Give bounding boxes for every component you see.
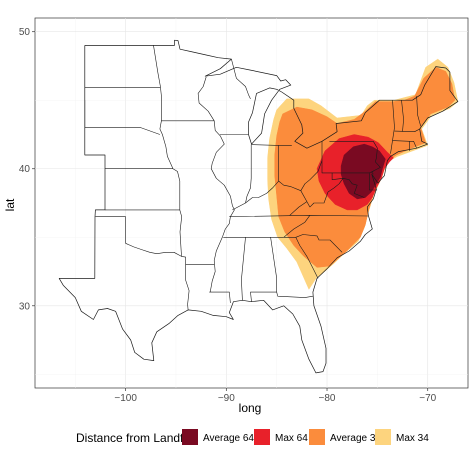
legend-swatch xyxy=(254,429,270,445)
state-border xyxy=(368,172,377,191)
x-tick-label: −90 xyxy=(218,393,235,404)
wind-zones xyxy=(267,58,459,290)
x-tick-label: −80 xyxy=(319,393,336,404)
legend-label: Average 34 xyxy=(330,433,381,444)
state-border xyxy=(276,292,313,298)
legend-label: Max 64 xyxy=(275,433,308,444)
x-tick-label: −100 xyxy=(114,393,137,404)
state-border xyxy=(416,96,421,127)
state-border xyxy=(371,171,374,175)
state-border xyxy=(394,128,420,132)
state-border xyxy=(309,178,344,208)
state-border xyxy=(153,45,190,310)
state-border xyxy=(300,160,323,191)
state-border xyxy=(232,202,246,211)
legend-label: Max 34 xyxy=(396,433,429,444)
state-border xyxy=(401,100,404,132)
y-tick-label: 40 xyxy=(19,164,31,175)
us-outline xyxy=(58,39,459,374)
plot-panel xyxy=(34,17,469,389)
wind-zone-average-64 xyxy=(340,143,386,200)
state-border xyxy=(390,100,395,154)
legend-swatch xyxy=(375,429,391,445)
state-border xyxy=(321,141,374,174)
state-border xyxy=(241,237,246,301)
state-border xyxy=(329,141,381,172)
legend-title: Distance from Landfall xyxy=(76,431,195,445)
y-tick-label: 30 xyxy=(19,301,31,312)
state-boundaries xyxy=(58,39,459,374)
state-border xyxy=(197,76,235,293)
state-border xyxy=(283,215,311,238)
legend-entry-max-34: Max 34 xyxy=(375,429,429,445)
state-border xyxy=(231,59,251,100)
x-axis-title: long xyxy=(239,401,262,415)
state-border xyxy=(251,144,292,146)
legend-label: Average 64 xyxy=(203,433,254,444)
state-border xyxy=(95,216,182,257)
legend-entry-max-64: Max 64 xyxy=(254,429,308,445)
state-border xyxy=(245,144,252,204)
legend-swatch xyxy=(182,429,198,445)
x-tick-label: −70 xyxy=(419,393,436,404)
legend-entry-average-64: Average 64 xyxy=(182,429,254,445)
y-axis-title: lat xyxy=(3,198,17,211)
state-border xyxy=(229,215,369,217)
legend-entry-average-34: Average 34 xyxy=(309,429,381,445)
state-border xyxy=(295,237,319,279)
legend-swatch xyxy=(309,429,325,445)
axis-ticks: −100 −90 −80 −70 30 40 50 xyxy=(19,27,437,404)
y-tick-label: 50 xyxy=(19,27,31,38)
state-border xyxy=(409,141,417,149)
state-border xyxy=(289,201,308,216)
state-border xyxy=(84,100,161,135)
state-border xyxy=(210,291,231,304)
legend: Distance from Landfall Average 64 Max 64 A… xyxy=(76,429,429,445)
state-border xyxy=(331,172,365,198)
